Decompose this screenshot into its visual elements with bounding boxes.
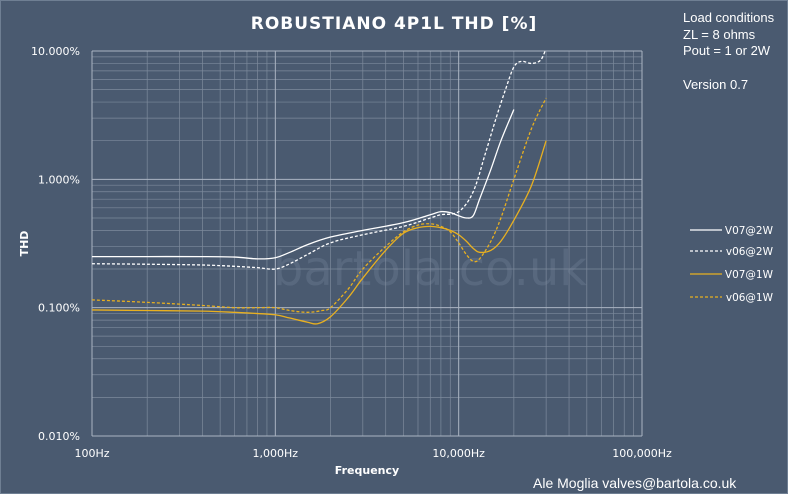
chart-title: ROBUSTIANO 4P1L THD [%] (250, 14, 538, 34)
series-line-v06-1w (92, 97, 547, 313)
info-version: Version 0.7 (683, 77, 749, 92)
legend-label-v07-1w: V07@1W (725, 269, 774, 281)
info-pout: Pout = 1 or 2W (683, 43, 771, 58)
y-tick-label: 10.000% (31, 45, 80, 58)
legend-label-v06-1w: v06@1W (726, 292, 774, 304)
legend-label-v07-2w: V07@2W (725, 225, 774, 237)
x-tick-label: 100,000Hz (612, 447, 672, 460)
y-tick-label: 0.100% (38, 302, 80, 315)
info-zl: ZL = 8 ohms (683, 27, 756, 42)
series-line-v07-1w (92, 140, 547, 325)
info-load-conditions: Load conditions (683, 10, 775, 25)
y-tick-label: 0.010% (38, 430, 80, 443)
y-axis-label: THD (18, 231, 31, 257)
author-credit: Ale Moglia valves@bartola.co.uk (533, 475, 737, 491)
x-tick-label: 100Hz (74, 447, 109, 460)
legend-label-v06-2w: v06@2W (726, 246, 774, 258)
x-axis-label: Frequency (335, 464, 399, 477)
series-line-v07-2w (92, 109, 515, 260)
y-tick-label: 1.000% (38, 173, 80, 186)
series-line-v06-2w (92, 51, 546, 270)
plot-area (92, 51, 642, 436)
x-tick-label: 10,000Hz (432, 447, 485, 460)
x-tick-label: 1,000Hz (253, 447, 299, 460)
